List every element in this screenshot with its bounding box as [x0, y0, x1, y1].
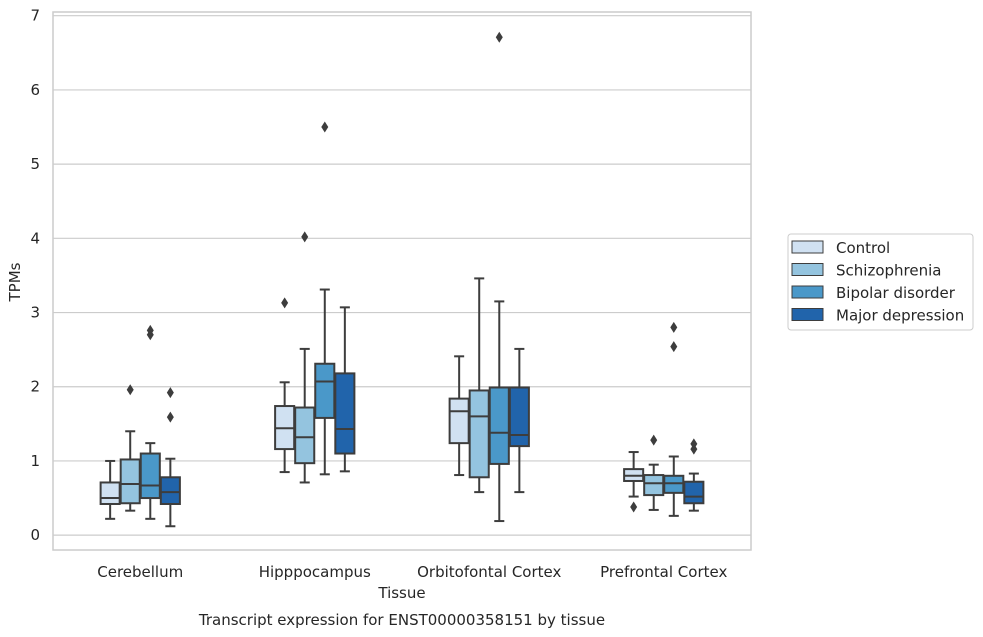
box-bipolar-disorder [139, 324, 161, 520]
x-tick-label: Prefrontal Cortex [600, 563, 727, 581]
outlier-point [670, 321, 678, 333]
box-iqr [448, 397, 470, 445]
box-control [448, 355, 470, 477]
box-major-depression [683, 438, 705, 512]
outlier-point [281, 297, 289, 309]
box-bipolar-disorder [314, 121, 336, 476]
x-axis-label: Tissue [377, 584, 425, 602]
y-axis-label: TPMs [6, 262, 24, 302]
box-bipolar-disorder [663, 321, 685, 517]
grid-lines [53, 15, 751, 536]
legend-swatch [791, 240, 824, 254]
box-iqr [683, 480, 705, 505]
outlier-point [301, 231, 309, 243]
legend-label: Control [836, 239, 890, 257]
outlier-point [321, 121, 329, 133]
y-tick-label: 3 [30, 304, 40, 322]
y-tick-label: 6 [30, 81, 40, 99]
legend-label: Bipolar disorder [836, 284, 956, 302]
legend-swatch [791, 285, 824, 299]
x-tick-label: Hipppocampus [259, 563, 371, 581]
outlier-point [126, 384, 134, 396]
box-control [623, 451, 645, 513]
chart-caption: Transcript expression for ENST0000035815… [198, 611, 605, 629]
box-bipolar-disorder [488, 31, 510, 523]
box-major-depression [334, 306, 356, 473]
box-iqr [159, 476, 181, 505]
y-tick-label: 2 [30, 378, 40, 396]
y-tick-label: 4 [30, 229, 40, 247]
box-iqr [643, 474, 665, 497]
plot-area [99, 31, 705, 528]
box-iqr [488, 386, 510, 465]
box-iqr [508, 386, 530, 448]
y-tick-label: 1 [30, 452, 40, 470]
box-schizophrenia [294, 231, 316, 484]
box-major-depression [159, 387, 181, 528]
legend-label: Schizophrenia [836, 262, 941, 280]
box-major-depression [508, 347, 530, 494]
box-iqr [334, 372, 356, 455]
box-iqr [663, 474, 685, 494]
outlier-point [690, 438, 698, 450]
outlier-point [670, 341, 678, 353]
box-schizophrenia [119, 384, 141, 512]
legend-label: Major depression [836, 307, 964, 325]
legend-swatch [791, 308, 824, 321]
outlier-point [650, 434, 658, 446]
y-tick-label: 7 [30, 7, 40, 25]
outlier-point [166, 411, 174, 423]
legend-swatch [791, 263, 824, 276]
box-control [99, 459, 121, 520]
x-tick-label: Orbitofontal Cortex [417, 563, 561, 581]
box-iqr [468, 389, 490, 479]
outlier-point [495, 31, 503, 43]
outlier-point [146, 324, 154, 336]
outlier-point [630, 501, 638, 513]
box-schizophrenia [468, 277, 490, 494]
x-tick-label: Cerebellum [97, 563, 183, 581]
box-iqr [99, 481, 121, 505]
box-iqr [314, 362, 336, 419]
box-iqr [294, 406, 316, 465]
box-iqr [119, 458, 141, 505]
box-iqr [139, 452, 161, 500]
y-tick-label: 5 [30, 155, 40, 173]
legend: Control Schizophrenia Bipolar disorder Majo… [787, 233, 974, 331]
y-axis-ticks: 0 1 2 3 4 5 6 7 [30, 7, 40, 544]
box-schizophrenia [643, 434, 665, 511]
outlier-point [166, 387, 174, 399]
plot-frame [52, 11, 752, 551]
x-axis-ticks: Cerebellum Hipppocampus Orbitofontal Corte… [97, 563, 727, 581]
box-control [274, 297, 296, 474]
y-tick-label: 0 [30, 526, 40, 544]
legend-frame [787, 233, 974, 331]
